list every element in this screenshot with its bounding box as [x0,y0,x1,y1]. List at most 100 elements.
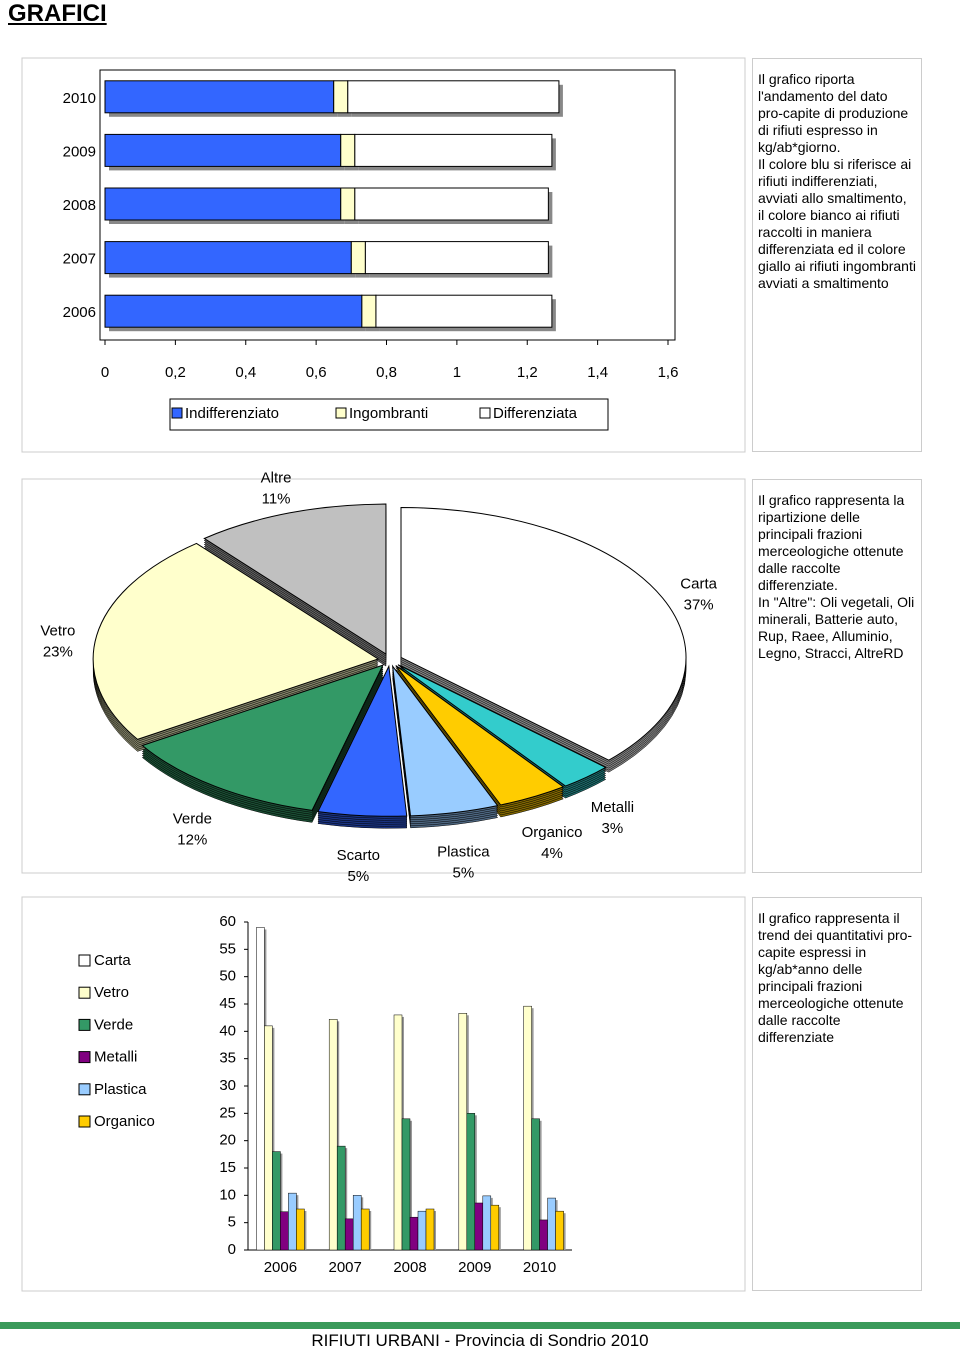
bar [523,1005,532,1251]
bar [333,80,349,114]
bar [296,1208,305,1251]
x-tick-label: 1,2 [517,364,538,381]
legend-swatch [78,1051,91,1064]
bar [350,241,366,275]
slice-value: 37% [684,597,714,614]
bar [104,133,342,167]
bar [401,1118,411,1251]
y-tick-label: 25 [219,1104,236,1121]
bar [482,1195,492,1251]
y-tick-label: 30 [219,1077,236,1094]
slice-label: Plastica [437,843,490,860]
paragraph: Il colore blu si riferisce ai rifiuti in… [758,156,916,291]
slice-value: 3% [602,820,624,837]
bar [490,1204,500,1251]
bar [256,927,265,1251]
legend-swatch [78,986,91,999]
legend-swatch [335,407,347,419]
x-tick-label: 0,2 [165,364,186,381]
x-tick-label: 2008 [393,1259,426,1276]
legend-swatch [479,407,491,419]
page-title: GRAFICI [8,0,107,27]
y-tick-label: 2006 [63,304,96,321]
y-tick-label: 10 [219,1186,236,1203]
y-tick-label: 20 [219,1132,236,1149]
y-tick-label: 45 [219,995,236,1012]
bar [104,294,363,328]
bar [360,1208,370,1251]
bar [352,1195,362,1251]
slice-label: Vetro [40,622,75,639]
x-tick-label: 1,4 [587,364,608,381]
legend-label: Vetro [94,984,129,1001]
slice-value: 5% [453,864,475,881]
x-tick-label: 2006 [264,1259,297,1276]
y-tick-label: 2008 [63,197,96,214]
x-tick-label: 0 [101,364,109,381]
bar [272,1151,281,1251]
slice-label: Altre [261,469,292,486]
legend-swatch [171,407,183,419]
legend-swatch [78,1083,91,1096]
y-tick-label: 5 [228,1214,236,1231]
legend-label: Indifferenziato [185,405,279,422]
legend-label: Verde [94,1016,133,1033]
paragraph: Il grafico rappresenta il trend dei quan… [758,910,913,1045]
panel [21,478,746,874]
bar [555,1210,564,1251]
slice-value: 12% [177,832,207,849]
slice [400,506,687,761]
x-tick-label: 0,6 [306,364,327,381]
bar [364,241,549,275]
slice-value: 11% [262,490,291,507]
bar [531,1118,540,1251]
legend-label: Ingombranti [349,405,428,422]
legend-swatch [78,1115,91,1128]
y-tick-label: 55 [219,940,236,957]
bar [328,1019,338,1251]
bar [409,1216,419,1251]
legend-label: Organico [94,1113,155,1130]
x-tick-label: 0,8 [376,364,397,381]
legend-label: Plastica [94,1081,147,1098]
footer-rule [0,1322,960,1329]
slice [395,665,565,806]
x-tick-label: 2010 [523,1259,556,1276]
x-tick-label: 1 [453,364,461,381]
legend-label: Metalli [94,1049,137,1066]
legend-label: Differenziata [493,405,578,422]
legend-label: Carta [94,952,131,969]
y-tick-label: 40 [219,1022,236,1039]
y-tick-label: 2007 [63,251,96,268]
bar [104,187,342,221]
bar [458,1013,468,1251]
bar [425,1208,435,1251]
bar [417,1210,427,1251]
paragraph: Il grafico riporta l'andamento del dato … [758,71,909,155]
slice [92,542,380,740]
bar [288,1192,297,1251]
description: Il grafico rappresenta la ripartizione d… [752,479,922,873]
panel [21,57,746,453]
bar [104,80,335,114]
bar [466,1113,476,1251]
slice-label: Scarto [337,847,380,864]
paragraph: In "Altre": Oli vegetali, Oli minerali, … [758,594,915,661]
bar [340,187,356,221]
y-tick-label: 50 [219,968,236,985]
slice-value: 4% [541,845,563,862]
legend-box [169,398,609,431]
slice-label: Verde [173,811,212,828]
bar [340,133,356,167]
slice-label: Carta [680,576,717,593]
bar [344,1218,354,1251]
x-tick-label: 2009 [458,1259,491,1276]
x-tick-label: 0,4 [235,364,256,381]
bar [354,187,549,221]
bar [336,1145,346,1251]
slice-label: Organico [522,824,583,841]
y-tick-label: 35 [219,1050,236,1067]
footer: RIFIUTI URBANI - Provincia di Sondrio 20… [311,1331,649,1350]
slice-label: Metalli [591,799,634,816]
